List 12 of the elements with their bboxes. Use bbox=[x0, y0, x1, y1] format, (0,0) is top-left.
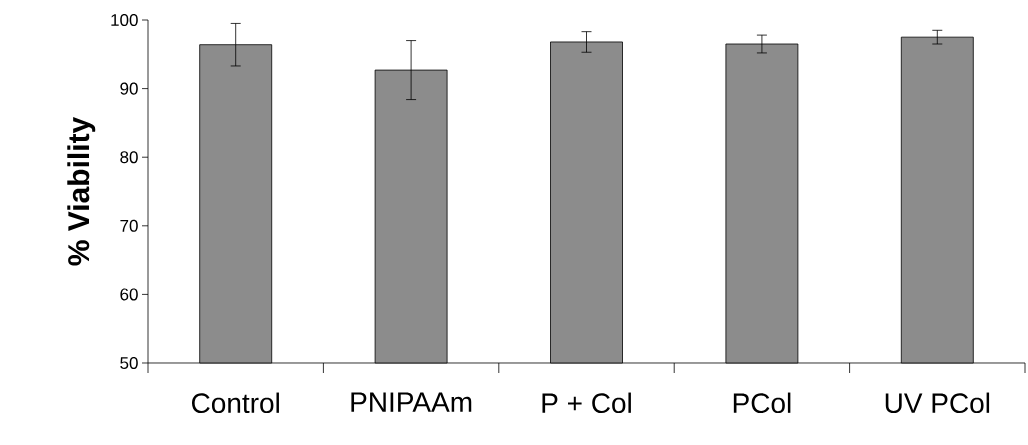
x-tick-label: Control bbox=[192, 392, 279, 414]
y-tick-label: 90 bbox=[120, 82, 138, 95]
x-tick-label: PCol bbox=[733, 392, 791, 414]
y-tick-label: 100 bbox=[111, 13, 138, 27]
y-tick-label: 50 bbox=[120, 356, 138, 370]
y-axis-title: % Viability bbox=[67, 116, 96, 266]
x-tick-label: PNIPAAm bbox=[351, 392, 472, 412]
y-tick-label: 60 bbox=[120, 288, 138, 301]
x-tick-label: UV PCol bbox=[885, 392, 990, 414]
y-tick-label: 70 bbox=[120, 219, 138, 232]
x-tick-label: P + Col bbox=[542, 392, 631, 414]
y-tick-label: 80 bbox=[120, 151, 138, 164]
